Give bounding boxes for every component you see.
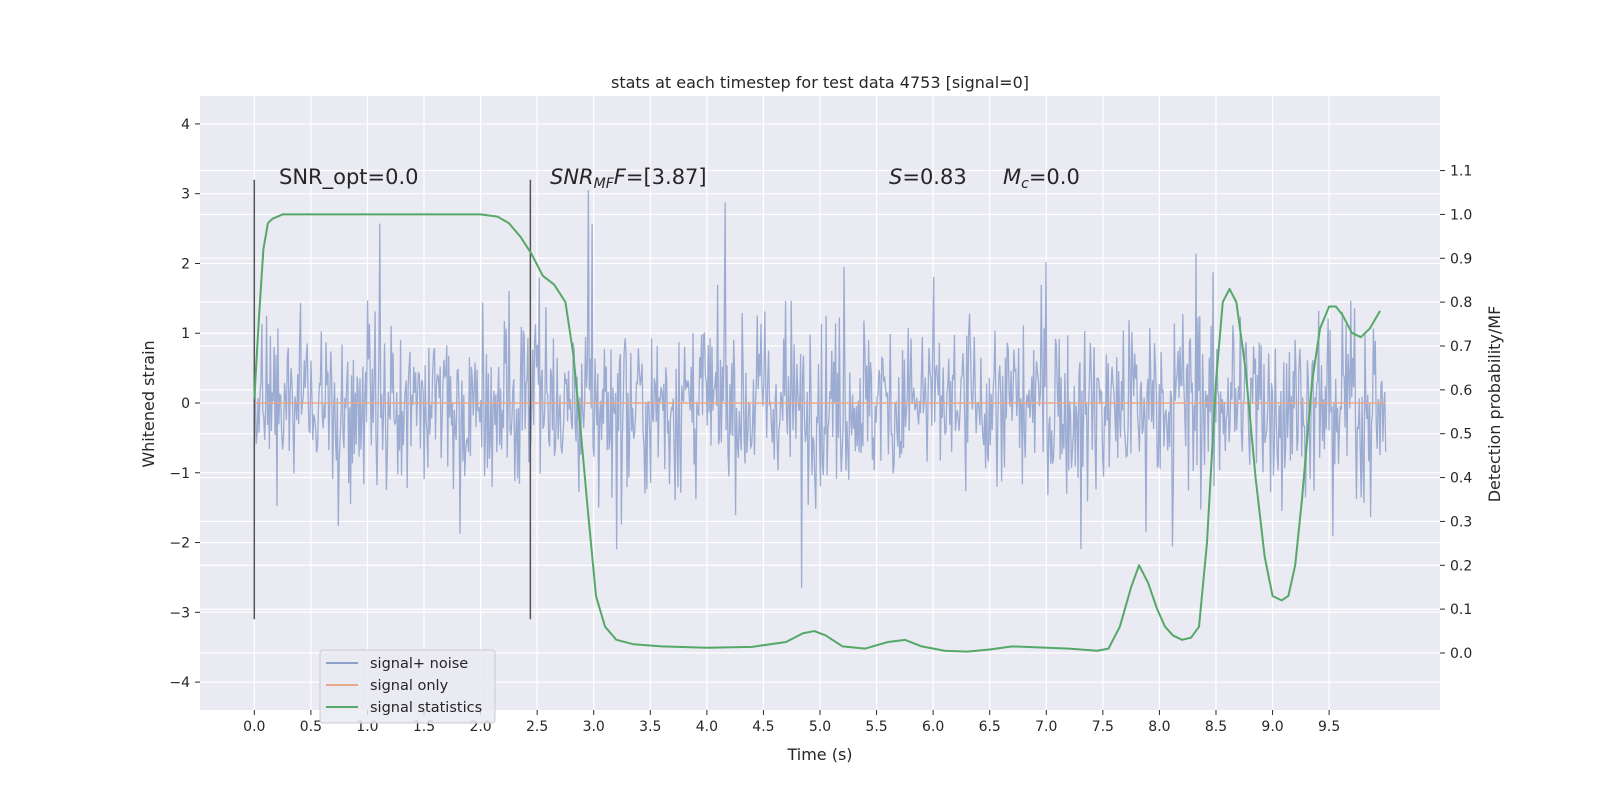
legend-label-signal-statistics: signal statistics	[370, 700, 482, 716]
y-tick-label-2: −2	[169, 536, 190, 552]
y-tick-label-4: 0	[181, 396, 190, 412]
annotation-snr-opt: SNR_opt=0.0	[279, 165, 419, 190]
signal-statistics-line	[253, 213, 1381, 653]
x-tick-label-12: 6.0	[922, 719, 944, 735]
y-tick-label-7: 3	[181, 187, 190, 203]
chart-title: stats at each timestep for test data 475…	[611, 73, 1029, 92]
y2-tick-label-4: 0.4	[1450, 471, 1472, 487]
y-tick-label-3: −1	[169, 466, 190, 482]
y-tick-label-6: 2	[181, 256, 190, 272]
y2-tick-label-3: 0.3	[1450, 514, 1472, 530]
x-tick-label-13: 6.5	[979, 719, 1001, 735]
y-tick-label-1: −3	[169, 605, 190, 621]
x-tick-label-1: 0.5	[300, 719, 322, 735]
y-tick-label-5: 1	[181, 326, 190, 342]
x-tick-label-19: 9.5	[1318, 719, 1340, 735]
y2-tick-label-8: 0.8	[1450, 295, 1472, 311]
x-tick-label-15: 7.5	[1092, 719, 1114, 735]
y-tick-label-0: −4	[169, 675, 190, 691]
y2-tick-label-1: 0.1	[1450, 602, 1472, 618]
annotations: SNR_opt=0.0 SNRMFF=[3.87] S=0.83 Mc=0.0	[279, 165, 1080, 192]
y2-tick-label-7: 0.7	[1450, 339, 1472, 355]
signal-plus-noise-line	[253, 190, 1387, 588]
x-tick-label-8: 4.0	[696, 719, 718, 735]
y2-tick-label-5: 0.5	[1450, 427, 1472, 443]
x-tick-label-7: 3.5	[639, 719, 661, 735]
y-axis-label: Whitened strain	[139, 340, 158, 467]
x-axis-label: Time (s)	[786, 745, 852, 764]
y2-tick-label-10: 1.0	[1450, 207, 1472, 223]
y-tick-label-8: 4	[181, 117, 190, 133]
y2-tick-label-11: 1.1	[1450, 164, 1472, 180]
y2-tick-label-2: 0.2	[1450, 558, 1472, 574]
y2-axis-ticks: 0.0 0.1 0.2 0.3 0.4 0.5 0.6 0.7 0.8 0.9 1.0 1.1	[1440, 164, 1472, 662]
y2-axis-label: Detection probability/MF	[1485, 306, 1504, 503]
x-tick-label-18: 9.0	[1261, 719, 1283, 735]
x-tick-label-6: 3.0	[583, 719, 605, 735]
legend-label-signal-only: signal only	[370, 678, 449, 694]
y-axis-ticks: −4 −3 −2 −1 0 1 2 3 4	[169, 117, 200, 691]
x-tick-label-17: 8.5	[1205, 719, 1227, 735]
legend-label-signal-noise: signal+ noise	[370, 656, 468, 672]
series-signal-plus-noise	[253, 190, 1387, 588]
x-tick-label-10: 5.0	[809, 719, 831, 735]
x-tick-label-16: 8.0	[1148, 719, 1170, 735]
annotation-mc: Mc=0.0	[1003, 165, 1080, 192]
x-tick-label-9: 4.5	[752, 719, 774, 735]
y2-tick-label-0: 0.0	[1450, 646, 1472, 662]
annotation-s: S=0.83	[889, 165, 967, 189]
y2-tick-label-6: 0.6	[1450, 383, 1472, 399]
x-tick-label-5: 2.5	[526, 719, 548, 735]
x-tick-label-0: 0.0	[243, 719, 265, 735]
series-signal-statistics	[253, 213, 1381, 653]
annotation-snr-mf: SNRMFF=[3.87]	[550, 165, 707, 192]
x-tick-label-11: 5.5	[865, 719, 887, 735]
y2-tick-label-9: 0.9	[1450, 251, 1472, 267]
x-tick-label-14: 7.0	[1035, 719, 1057, 735]
legend-box	[319, 649, 496, 724]
legend: signal+ noise signal only signal statist…	[319, 649, 496, 724]
